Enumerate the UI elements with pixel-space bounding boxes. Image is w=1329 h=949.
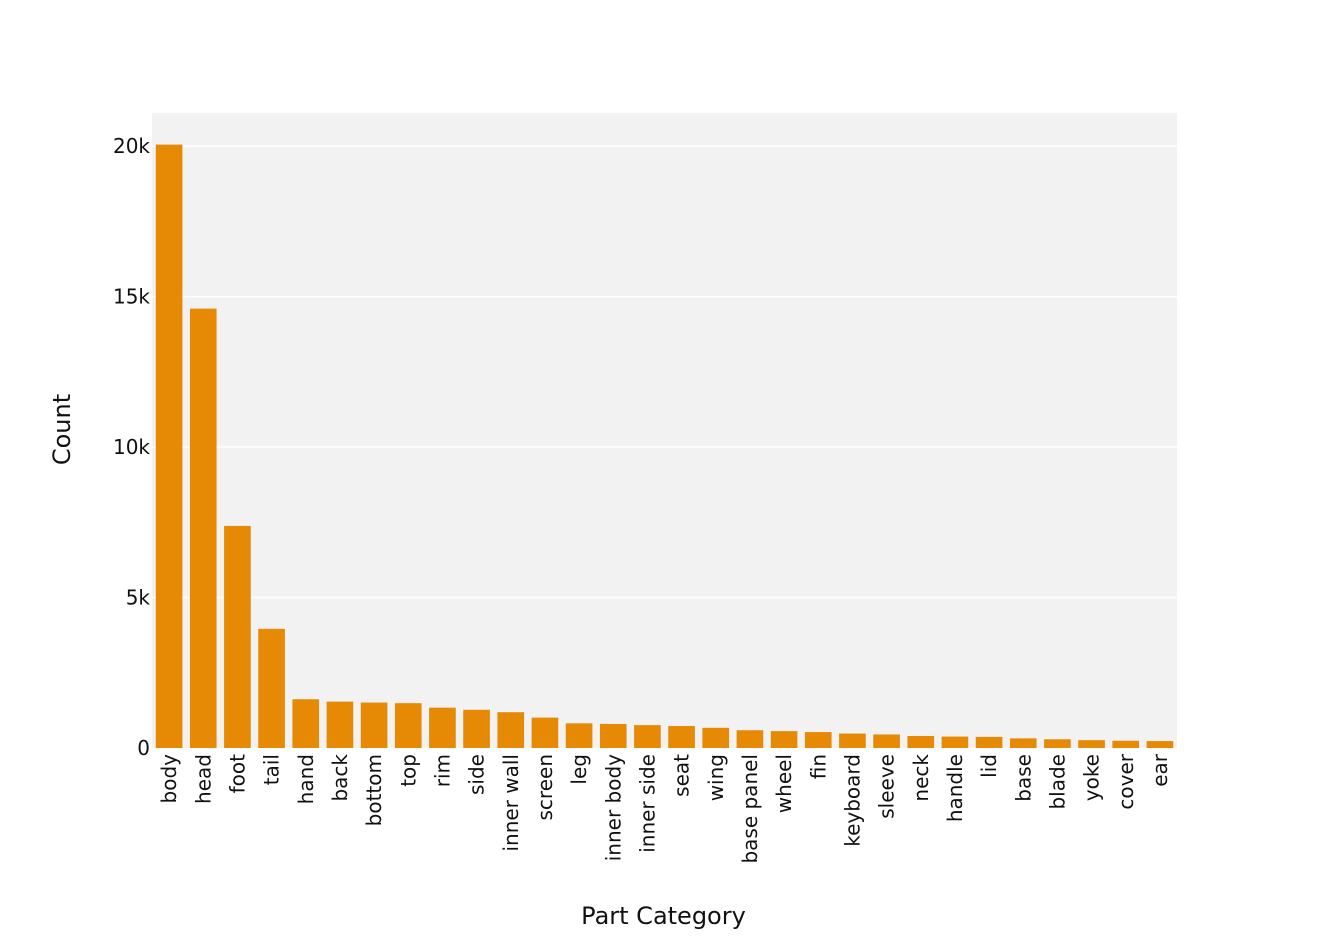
bar	[292, 699, 320, 748]
bar	[736, 730, 764, 748]
bar	[1009, 738, 1037, 748]
y-tick-label: 15k	[113, 285, 150, 309]
plot-area	[152, 113, 1177, 748]
x-axis-title: Part Category	[581, 902, 746, 930]
x-tick-label: sleeve	[875, 754, 899, 819]
x-tick-label: ear	[1148, 753, 1172, 787]
x-tick-label: wheel	[772, 754, 796, 813]
bar	[634, 725, 661, 748]
bar	[531, 717, 559, 748]
bar	[1112, 740, 1140, 748]
x-tick-label: side	[465, 754, 489, 795]
x-tick-label: top	[396, 754, 420, 787]
bar	[770, 731, 798, 748]
y-tick-label: 20k	[113, 134, 150, 158]
bar	[189, 308, 217, 748]
bar	[394, 703, 422, 748]
bar	[702, 727, 730, 748]
x-tick-label: base panel	[738, 754, 762, 864]
bar	[975, 736, 1003, 748]
bar	[873, 734, 900, 748]
x-tick-label: leg	[567, 754, 591, 785]
bar	[155, 144, 183, 748]
x-axis-ticks: body head foot tail hand back bottom top rim side…	[157, 753, 1172, 863]
y-axis-title: Count	[48, 394, 76, 465]
x-tick-label: foot	[225, 754, 249, 794]
bar	[258, 628, 285, 748]
y-tick-label: 10k	[113, 435, 150, 459]
bar	[804, 732, 832, 748]
bar	[839, 733, 866, 748]
bar	[497, 712, 525, 748]
y-axis-ticks: 0 5k 10k 15k 20k	[113, 134, 150, 760]
x-tick-label: wing	[704, 754, 728, 801]
y-tick-label: 0	[137, 736, 150, 760]
bar	[224, 525, 251, 748]
bar	[907, 735, 935, 748]
bar	[326, 701, 354, 748]
bar	[565, 723, 593, 748]
x-tick-label: fin	[806, 754, 830, 779]
x-tick-label: neck	[909, 754, 933, 802]
x-tick-label: inner wall	[499, 754, 523, 852]
x-tick-label: back	[328, 754, 352, 802]
bar	[429, 707, 456, 748]
bar	[668, 726, 695, 748]
bar	[1078, 740, 1105, 748]
x-tick-label: tail	[260, 754, 284, 785]
x-tick-label: keyboard	[840, 754, 864, 847]
bar	[360, 702, 388, 748]
x-tick-label: blade	[1045, 754, 1069, 810]
x-tick-label: bottom	[362, 754, 386, 826]
x-tick-label: base	[1011, 754, 1035, 802]
x-tick-label: head	[191, 754, 215, 804]
x-tick-label: lid	[977, 754, 1001, 778]
y-tick-label: 5k	[126, 586, 151, 610]
x-tick-label: seat	[670, 754, 694, 797]
bar	[463, 709, 490, 748]
x-tick-label: inner body	[601, 754, 625, 861]
gridlines	[152, 145, 1177, 599]
x-tick-label: inner side	[635, 754, 659, 853]
bar	[1146, 741, 1174, 748]
x-tick-label: handle	[943, 754, 967, 822]
x-tick-label: yoke	[1080, 754, 1104, 801]
bar	[599, 723, 627, 748]
x-tick-label: body	[157, 754, 181, 804]
x-tick-label: hand	[294, 754, 318, 804]
x-tick-label: screen	[533, 754, 557, 820]
bar	[1044, 739, 1071, 748]
bars	[155, 144, 1174, 748]
bar	[941, 736, 969, 748]
x-tick-label: rim	[430, 754, 454, 787]
x-tick-label: cover	[1114, 753, 1138, 809]
